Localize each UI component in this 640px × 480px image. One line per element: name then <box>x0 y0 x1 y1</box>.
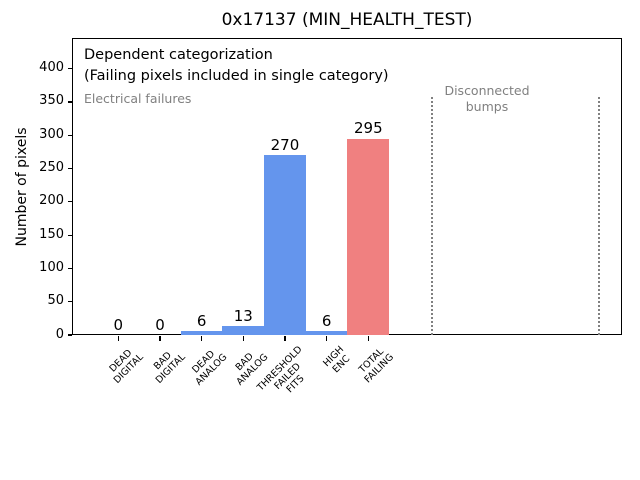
x-tick-mark <box>159 336 161 341</box>
y-tick-mark <box>67 267 72 269</box>
y-tick-label: 50 <box>47 293 64 309</box>
bar-value-label-high-enc: 6 <box>321 311 332 330</box>
y-tick-mark <box>67 334 72 336</box>
y-tick-label: 100 <box>39 259 64 275</box>
annotation-electrical-failures: Electrical failures <box>84 91 192 106</box>
bar-bad-analog <box>222 326 265 335</box>
y-tick-label: 0 <box>55 326 64 342</box>
x-tick-mark <box>284 336 286 341</box>
dotted-vline-left <box>430 97 433 335</box>
x-tick-mark <box>242 336 244 341</box>
bar-value-label-bad-analog: 13 <box>233 306 253 325</box>
bar-high-enc <box>305 331 348 335</box>
y-tick-mark <box>67 134 72 136</box>
x-tick-label-text: TOTAL FAILING <box>356 346 397 386</box>
bar-total-failing <box>347 138 390 335</box>
y-tick-label: 200 <box>39 193 64 209</box>
chart-title: 0x17137 (MIN_HEALTH_TEST) <box>221 10 473 30</box>
bar-value-label-total-failing: 295 <box>353 119 383 138</box>
bar-dead-analog <box>180 331 223 335</box>
y-tick-label: 300 <box>39 126 64 142</box>
y-tick-mark <box>67 101 72 103</box>
y-tick-mark <box>67 201 72 203</box>
y-tick-label: 250 <box>39 160 64 176</box>
bar-value-label-dead-analog: 6 <box>196 311 207 330</box>
y-tick-mark <box>67 68 72 70</box>
y-tick-mark <box>67 234 72 236</box>
y-tick-mark <box>67 301 72 303</box>
y-tick-label: 350 <box>39 93 64 109</box>
x-tick-mark <box>326 336 328 341</box>
x-tick-label-text: HIGH ENC <box>321 344 353 376</box>
bar-value-label-threshold-failed-fits: 270 <box>270 135 300 154</box>
x-tick-label-text: DEAD DIGITAL <box>107 347 147 386</box>
bar-threshold-failed-fits <box>264 155 306 335</box>
bar-value-label-dead-digital: 0 <box>113 315 124 334</box>
annotation-disconnected-bumps: Disconnected bumps <box>444 83 530 114</box>
bar-value-label-bad-digital: 0 <box>155 315 165 334</box>
annotation-dependent-categorization: Dependent categorization (Failing pixels… <box>84 47 389 85</box>
dotted-vline-right <box>598 97 601 335</box>
x-tick-label-text: DEAD ANALOG <box>189 348 230 388</box>
y-tick-label: 150 <box>39 226 64 242</box>
y-tick-label: 400 <box>39 60 64 76</box>
x-tick-mark <box>367 336 369 341</box>
x-tick-mark <box>201 336 203 341</box>
x-tick-mark <box>117 336 119 341</box>
x-tick-label-text: BAD DIGITAL <box>151 349 188 386</box>
y-tick-mark <box>67 167 72 170</box>
